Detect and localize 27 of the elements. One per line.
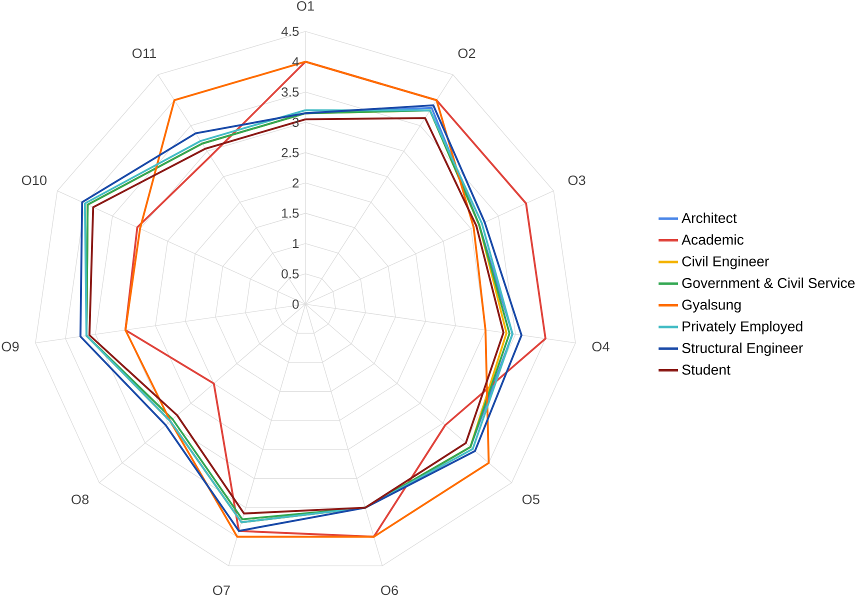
spoke-label: O5: [522, 494, 540, 504]
y-tick-label: 3.5: [282, 87, 299, 97]
legend-label: Academic: [682, 234, 744, 245]
spoke-label: O3: [568, 175, 586, 185]
y-tick-label: 1.5: [282, 208, 299, 218]
legend-label: Civil Engineer: [682, 256, 769, 270]
y-tick-label: 2: [292, 178, 299, 188]
spoke-label: O7: [212, 585, 230, 595]
legend-label: Architect: [682, 212, 737, 223]
y-tick-label: 0: [292, 299, 299, 309]
spoke-label: O2: [458, 48, 476, 58]
y-tick-label: 4.5: [281, 26, 299, 36]
y-tick-label: 0.5: [282, 269, 299, 278]
spoke-label: O4: [592, 342, 610, 352]
legend-label: Student: [682, 364, 730, 375]
spoke-label: O1: [297, 1, 314, 11]
legend-label: Gyalsung: [682, 299, 741, 312]
legend-label: Government & Civil Service: [682, 278, 855, 288]
spoke-label: O6: [381, 585, 398, 595]
legend-label: Privately Employed: [682, 320, 802, 334]
spoke-label: O10: [22, 175, 47, 185]
y-tick-label: 1: [292, 238, 299, 248]
spoke-label: O8: [72, 494, 89, 504]
y-tick-label: 2.5: [282, 148, 299, 158]
legend-label: Structural Engineer: [682, 342, 803, 356]
spoke-label: O11: [132, 48, 156, 58]
spoke-label: O9: [2, 342, 19, 352]
